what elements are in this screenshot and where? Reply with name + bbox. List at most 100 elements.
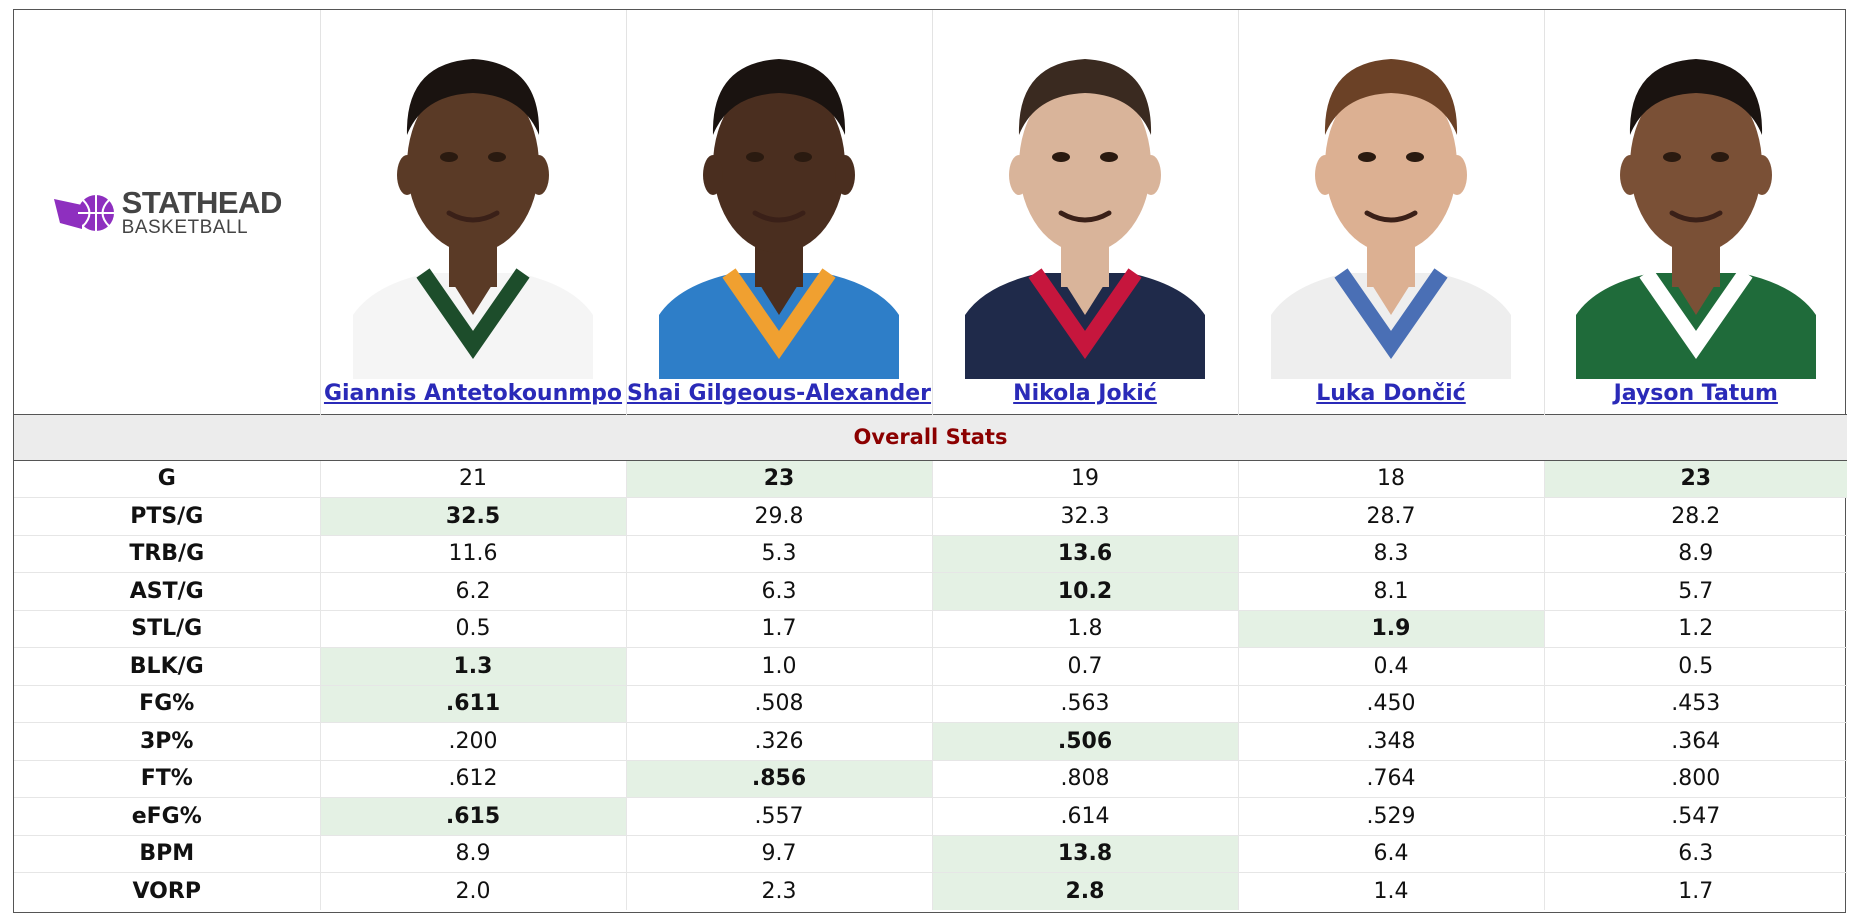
player-link-giannis-antetokounmpo[interactable]: Giannis Antetokounmpo bbox=[323, 380, 623, 406]
player-header: Luka Dončić bbox=[1238, 10, 1545, 414]
player-link-luka-doncic[interactable]: Luka Dončić bbox=[1316, 380, 1466, 406]
stat-value: 8.9 bbox=[320, 835, 627, 873]
player-header: Shai Gilgeous-Alexander bbox=[626, 10, 933, 414]
stat-value: .506 bbox=[932, 722, 1239, 761]
player-header: Giannis Antetokounmpo bbox=[320, 10, 627, 414]
stat-value: .364 bbox=[1544, 722, 1847, 761]
stat-value: .200 bbox=[320, 722, 627, 761]
stat-value: 18 bbox=[1238, 460, 1545, 498]
stat-row: eFG% .615.557.614.529.547 bbox=[14, 797, 1847, 836]
stat-value: 8.9 bbox=[1544, 535, 1847, 573]
comparison-board: STATHEAD BASKETBALL Giannis Antetokounmp… bbox=[13, 9, 1847, 913]
stat-value: 1.2 bbox=[1544, 610, 1847, 648]
logo-subtitle: BASKETBALL bbox=[121, 216, 249, 238]
basketball-icon bbox=[53, 194, 114, 231]
stat-row: AST/G 6.2 6.3 10.2 8.1 5.7 bbox=[14, 572, 1847, 611]
stat-value: .326 bbox=[626, 722, 933, 761]
logo-title: STATHEAD bbox=[121, 184, 283, 220]
stat-row: STL/G 0.5 1.7 1.8 1.9 1.2 bbox=[14, 610, 1847, 648]
stat-value: 19 bbox=[932, 460, 1239, 498]
stat-label: PTS/G bbox=[14, 497, 321, 536]
stat-value: 0.4 bbox=[1238, 647, 1545, 686]
section-header-row: Overall Stats bbox=[14, 413, 1847, 461]
stat-label: G bbox=[14, 460, 321, 498]
player-link-jayson-tatum[interactable]: Jayson Tatum bbox=[1613, 380, 1778, 406]
stat-row: G 21 23 19 18 23 bbox=[14, 460, 1847, 498]
stat-label: eFG% bbox=[14, 797, 321, 836]
stat-value: 8.1 bbox=[1238, 572, 1545, 611]
stat-label: BLK/G bbox=[14, 647, 321, 686]
section-title: Overall Stats bbox=[14, 413, 1847, 461]
stat-value: .453 bbox=[1544, 685, 1847, 723]
stat-row: BLK/G 1.3 1.0 0.7 0.4 0.5 bbox=[14, 647, 1847, 686]
stat-value: 1.3 bbox=[320, 647, 627, 686]
stat-value: 6.4 bbox=[1238, 835, 1545, 873]
stat-label: 3P% bbox=[14, 722, 321, 761]
player-link-nikola-jokic[interactable]: Nikola Jokić bbox=[1013, 380, 1157, 406]
stat-value: 6.3 bbox=[1544, 835, 1847, 873]
stat-label: FG% bbox=[14, 685, 321, 723]
stat-value: 5.3 bbox=[626, 535, 933, 573]
player-photo bbox=[659, 14, 899, 379]
stat-value: 13.8 bbox=[932, 835, 1239, 873]
stat-row: 3P% .200.326.506.348.364 bbox=[14, 722, 1847, 761]
stat-row: FG% .611.508.563.450.453 bbox=[14, 685, 1847, 723]
stat-value: 28.7 bbox=[1238, 497, 1545, 536]
stat-value: 13.6 bbox=[932, 535, 1239, 573]
stat-value: .856 bbox=[626, 760, 933, 798]
stat-value: .557 bbox=[626, 797, 933, 836]
stat-label: VORP bbox=[14, 872, 321, 910]
stat-value: 6.3 bbox=[626, 572, 933, 611]
stat-value: 32.3 bbox=[932, 497, 1239, 536]
stat-value: 32.5 bbox=[320, 497, 627, 536]
stat-value: 10.2 bbox=[932, 572, 1239, 611]
stat-value: .808 bbox=[932, 760, 1239, 798]
stat-row: PTS/G 32.5 29.8 32.3 28.7 28.2 bbox=[14, 497, 1847, 536]
stat-value: 28.2 bbox=[1544, 497, 1847, 536]
stat-value: .348 bbox=[1238, 722, 1545, 761]
stat-value: 23 bbox=[1544, 460, 1847, 498]
stat-label: FT% bbox=[14, 760, 321, 798]
stat-value: 2.8 bbox=[932, 872, 1239, 910]
stat-value: .508 bbox=[626, 685, 933, 723]
stat-value: .615 bbox=[320, 797, 627, 836]
stathead-logo[interactable]: STATHEAD BASKETBALL bbox=[14, 187, 320, 237]
stat-value: 2.3 bbox=[626, 872, 933, 910]
stats-body: G 21 23 19 18 23 PTS/G 32.5 29.8 32.3 28.7 28.2 TRB/… bbox=[14, 460, 1847, 910]
stat-label: AST/G bbox=[14, 572, 321, 611]
stat-value: 9.7 bbox=[626, 835, 933, 873]
stat-value: .611 bbox=[320, 685, 627, 723]
stat-value: 23 bbox=[626, 460, 933, 498]
stat-row: VORP 2.0 2.3 2.8 1.4 1.7 bbox=[14, 872, 1847, 910]
player-comparison-table: STATHEAD BASKETBALL Giannis Antetokounmp… bbox=[14, 10, 1847, 910]
player-photo bbox=[353, 14, 593, 379]
player-photo bbox=[965, 14, 1205, 379]
stat-value: .614 bbox=[932, 797, 1239, 836]
stat-label: STL/G bbox=[14, 610, 321, 648]
stat-value: 6.2 bbox=[320, 572, 627, 611]
stat-row: BPM 8.9 9.7 13.8 6.4 6.3 bbox=[14, 835, 1847, 873]
stat-value: 1.4 bbox=[1238, 872, 1545, 910]
logo-cell: STATHEAD BASKETBALL bbox=[14, 10, 321, 414]
stat-value: 5.7 bbox=[1544, 572, 1847, 611]
stat-value: .547 bbox=[1544, 797, 1847, 836]
player-header-row: STATHEAD BASKETBALL Giannis Antetokounmp… bbox=[14, 10, 1847, 414]
stat-value: .612 bbox=[320, 760, 627, 798]
stat-value: .800 bbox=[1544, 760, 1847, 798]
stat-row: TRB/G 11.6 5.3 13.6 8.3 8.9 bbox=[14, 535, 1847, 573]
player-photo bbox=[1575, 14, 1816, 379]
stat-value: .529 bbox=[1238, 797, 1545, 836]
stat-value: 0.5 bbox=[320, 610, 627, 648]
stat-value: 2.0 bbox=[320, 872, 627, 910]
stat-value: 0.5 bbox=[1544, 647, 1847, 686]
stat-value: 8.3 bbox=[1238, 535, 1545, 573]
stat-label: BPM bbox=[14, 835, 321, 873]
stat-value: .563 bbox=[932, 685, 1239, 723]
stat-value: .450 bbox=[1238, 685, 1545, 723]
stat-row: FT% .612.856.808.764.800 bbox=[14, 760, 1847, 798]
player-header: Jayson Tatum bbox=[1544, 10, 1847, 414]
stat-value: 29.8 bbox=[626, 497, 933, 536]
player-link-shai-gilgeous-alexander[interactable]: Shai Gilgeous-Alexander bbox=[626, 380, 932, 406]
stat-value: 1.0 bbox=[626, 647, 933, 686]
player-photo bbox=[1271, 14, 1511, 379]
